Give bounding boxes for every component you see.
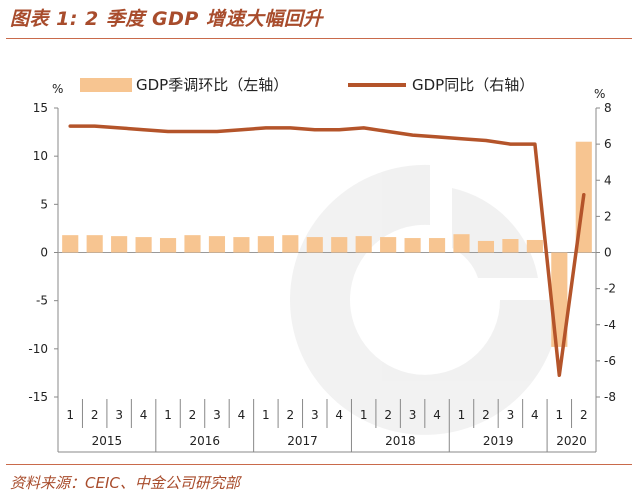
right-axis-unit: % [594, 87, 605, 101]
right-tick-label: -4 [604, 318, 616, 332]
quarter-label: 1 [262, 408, 270, 422]
footer-divider [6, 464, 632, 465]
bar-2017Q3 [306, 237, 323, 253]
bar-2018Q1 [355, 236, 372, 253]
quarter-label: 2 [189, 408, 197, 422]
bar-2015Q2 [86, 235, 103, 253]
bar-2015Q1 [62, 235, 79, 253]
watermark [289, 164, 560, 435]
right-tick-label: 8 [604, 101, 612, 115]
bar-2016Q3 [208, 236, 226, 253]
x-axis-labels: 1 2 3 4 1 2 3 4 1 2 3 4 1 2 3 4 1 2 3 4 1 2 2015 2016 2017 2018 20… [57, 399, 597, 452]
left-tick-label: 15 [33, 101, 48, 115]
year-label: 2019 [483, 434, 514, 448]
bar-2018Q3 [404, 238, 421, 253]
bar-2018Q2 [380, 237, 397, 253]
bar-2016Q4 [233, 237, 250, 253]
right-tick-label: -8 [604, 390, 616, 404]
quarter-label: 2 [286, 408, 294, 422]
quarter-label: 1 [555, 408, 563, 422]
legend: GDP季调环比（左轴） GDP同比（右轴） [80, 76, 534, 94]
line-series [68, 124, 586, 378]
left-tick-label: -15 [28, 390, 48, 404]
left-axis-ticks: 15 10 5 0 -5 -10 -15 [28, 101, 58, 404]
left-tick-label: -5 [36, 294, 48, 308]
quarter-label: 2 [91, 408, 99, 422]
right-tick-label: 0 [604, 246, 612, 260]
legend-label-bar: GDP季调环比（左轴） [136, 76, 288, 94]
bar-2017Q1 [257, 236, 274, 253]
bar-2019Q1 [453, 234, 470, 253]
bar-2016Q1 [159, 238, 177, 253]
source-note: 资料来源：CEIC、中金公司研究部 [10, 474, 240, 492]
bar-2019Q3 [502, 239, 519, 253]
year-label: 2018 [385, 434, 416, 448]
year-label: 2017 [287, 434, 318, 448]
legend-label-line: GDP同比（右轴） [412, 76, 534, 94]
left-axis-unit: % [52, 82, 63, 96]
quarter-label: 3 [213, 408, 221, 422]
quarter-label: 2 [482, 408, 490, 422]
quarter-label: 4 [531, 408, 539, 422]
quarter-label: 3 [507, 408, 515, 422]
right-tick-label: 4 [604, 173, 612, 187]
chart-title: 图表 1: 2 季度 GDP 增速大幅回升 [10, 8, 323, 30]
right-tick-label: 2 [604, 209, 612, 223]
year-label: 2015 [92, 434, 123, 448]
quarter-label: 3 [311, 408, 319, 422]
bar-2015Q3 [111, 236, 128, 253]
left-tick-label: 5 [40, 197, 48, 211]
quarter-label: 1 [360, 408, 368, 422]
year-label: 2020 [556, 434, 587, 448]
left-tick-label: 10 [33, 149, 48, 163]
year-label: 2016 [189, 434, 220, 448]
quarter-label: 4 [140, 408, 148, 422]
bar-2017Q4 [331, 237, 348, 253]
quarter-label: 2 [580, 408, 588, 422]
quarter-label: 1 [66, 408, 74, 422]
quarter-label: 4 [335, 408, 343, 422]
quarter-label: 4 [238, 408, 246, 422]
bar-2017Q2 [282, 235, 299, 253]
bar-2016Q2 [184, 235, 201, 253]
right-tick-label: -2 [604, 282, 616, 296]
quarter-label: 2 [384, 408, 392, 422]
right-tick-label: -6 [604, 354, 616, 368]
legend-swatch-bar [80, 78, 132, 92]
left-tick-label: -10 [28, 342, 48, 356]
left-tick-label: 0 [40, 246, 48, 260]
title-divider [6, 38, 632, 39]
bar-2019Q4 [526, 239, 543, 253]
quarter-label: 4 [433, 408, 441, 422]
quarter-label: 1 [458, 408, 466, 422]
quarter-label: 3 [409, 408, 417, 422]
right-tick-label: 6 [604, 137, 612, 151]
right-axis-ticks: 8 6 4 2 0 -2 -4 -6 -8 [596, 101, 616, 404]
quarter-label: 3 [115, 408, 123, 422]
bar-2015Q4 [135, 237, 152, 253]
quarter-label: 1 [164, 408, 172, 422]
bar-2019Q2 [477, 240, 495, 253]
gdp-yoy-line [68, 124, 586, 378]
bar-2018Q4 [428, 238, 446, 253]
